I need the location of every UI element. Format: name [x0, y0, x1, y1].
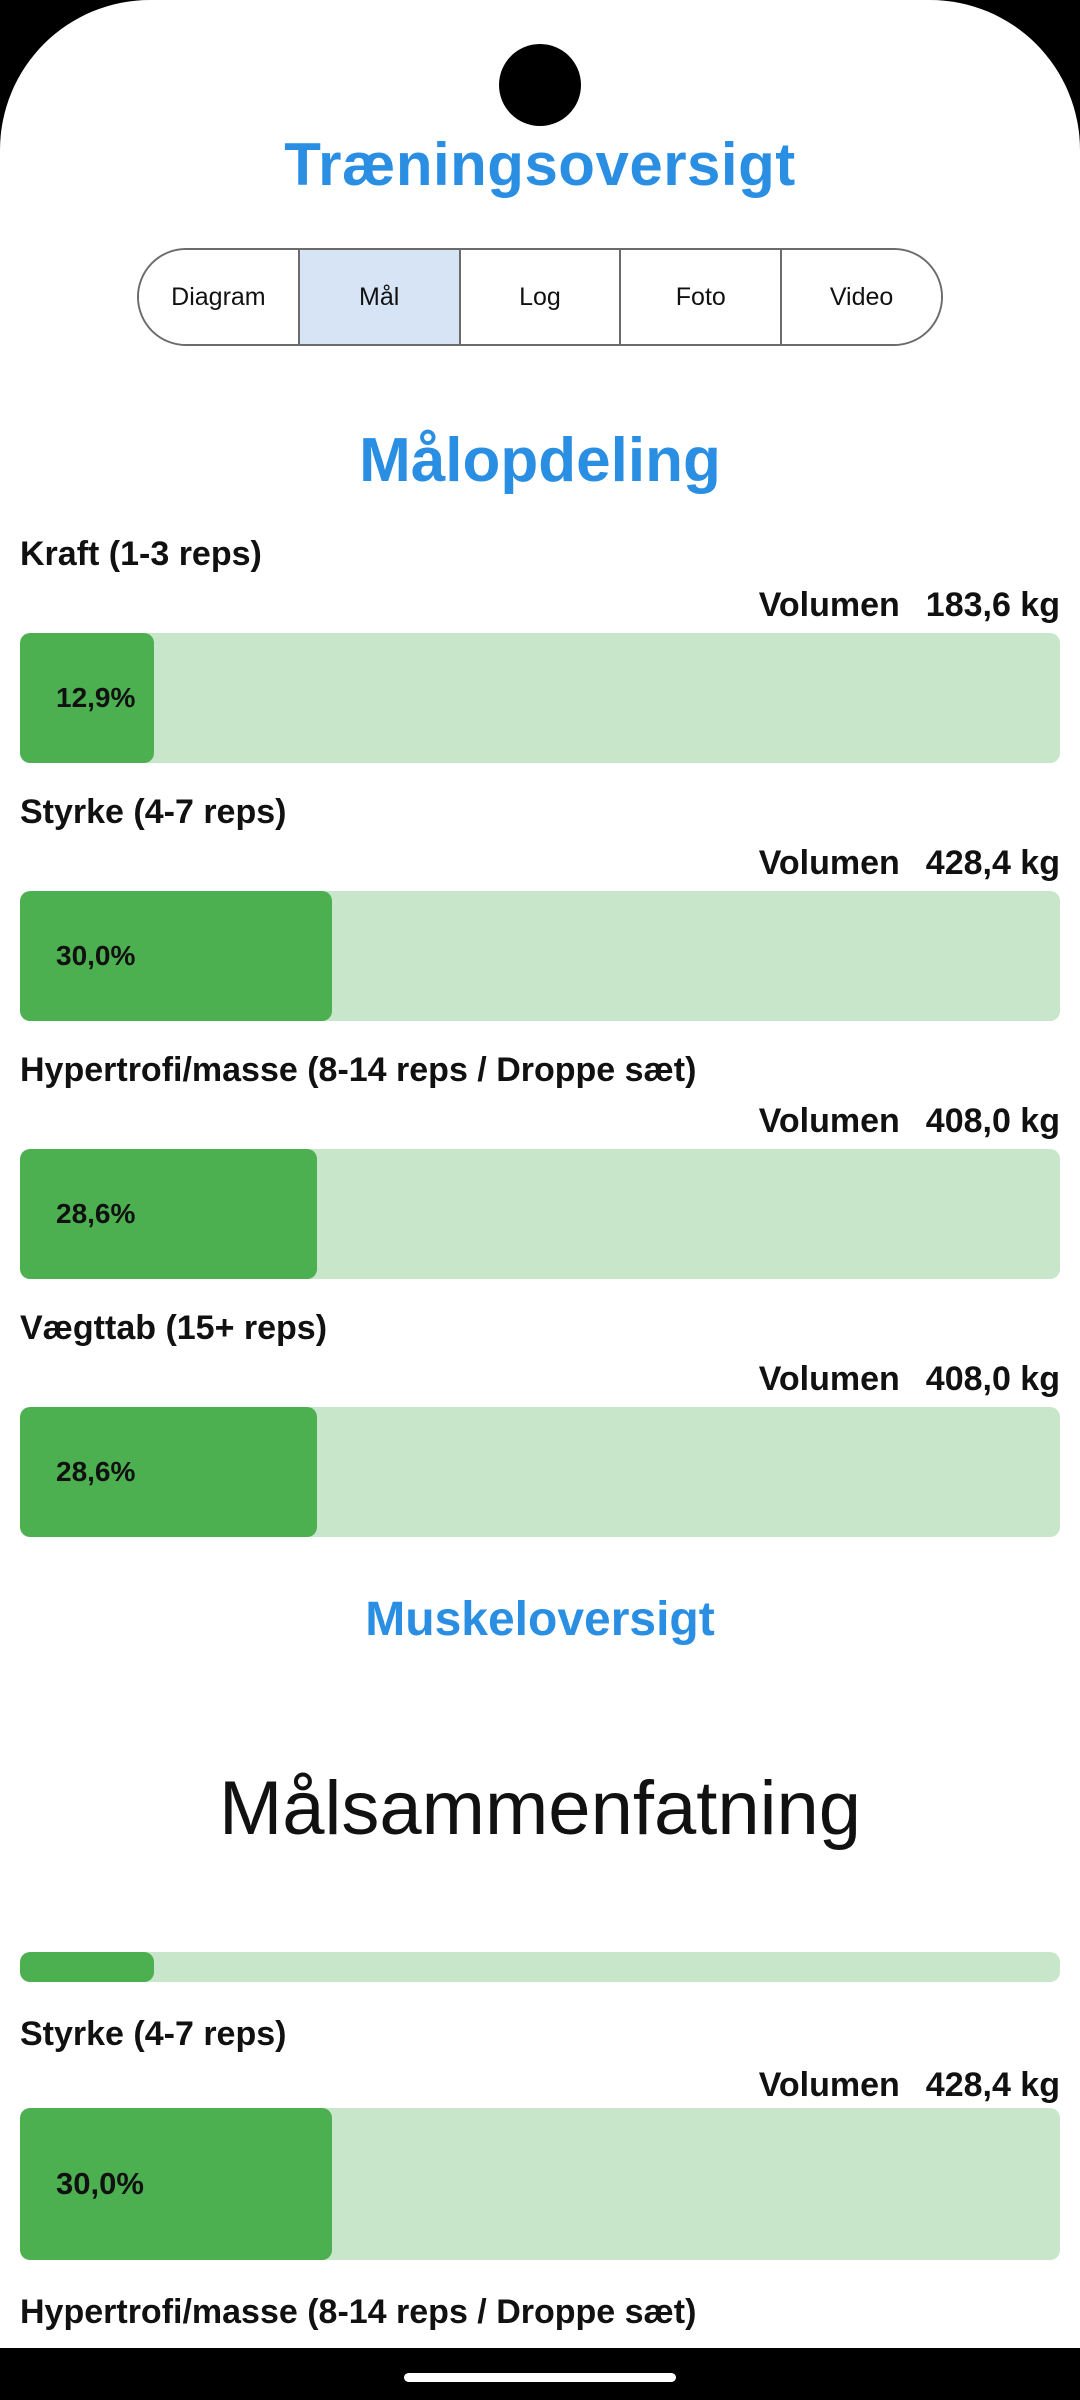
home-indicator[interactable] — [404, 2373, 676, 2382]
volume-value: 428,4 kg — [925, 2066, 1060, 2104]
tab-diagram[interactable]: Diagram — [139, 250, 298, 344]
volume-value: 408,0 kg — [925, 1360, 1060, 1398]
progress-fill — [20, 1149, 318, 1279]
tab-goals[interactable]: Mål — [297, 250, 459, 344]
volume-value: 428,4 kg — [925, 844, 1060, 882]
volume-value: 408,0 kg — [925, 1102, 1060, 1140]
goal-progress-bar — [20, 1952, 1060, 1982]
goal-summary-title: Målsammenfatning — [218, 1766, 862, 1851]
front-camera — [499, 44, 581, 126]
goal-label: Kraft (1-3 reps) — [20, 535, 262, 573]
goal-volume: Volumen 428,4 kg — [759, 2066, 1060, 2105]
volume-value: 183,6 kg — [925, 586, 1060, 624]
goal-label: Hypertrofi/masse (8-14 reps / Droppe sæt… — [20, 2293, 697, 2331]
goal-progress-bar: 28,6% — [20, 1407, 1060, 1537]
progress-fill — [20, 1407, 318, 1537]
goal-volume: Volumen 408,0 kg — [759, 1360, 1060, 1399]
goal-label: Styrke (4-7 reps) — [20, 793, 287, 831]
volume-label: Volumen — [758, 586, 900, 624]
percent-label: 30,0% — [56, 2166, 144, 2201]
goal-volume: Volumen 183,6 kg — [759, 586, 1060, 625]
app-screen: Træningsoversigt Diagram Mål Log Foto Vi… — [0, 0, 1080, 2348]
muscle-overview-link[interactable]: Muskeloversigt — [365, 1593, 715, 1646]
goal-label: Styrke (4-7 reps) — [20, 2015, 287, 2053]
volume-label: Volumen — [758, 1102, 900, 1140]
volume-label: Volumen — [758, 2066, 900, 2104]
goal-progress-bar: 30,0% — [20, 891, 1060, 1021]
percent-label: 12,9% — [56, 682, 136, 713]
tab-video[interactable]: Video — [780, 250, 941, 344]
percent-label: 28,6% — [56, 1456, 136, 1487]
goal-label: Vægttab (15+ reps) — [20, 1309, 328, 1347]
progress-fill — [20, 633, 155, 763]
goal-label: Hypertrofi/masse (8-14 reps / Droppe sæt… — [20, 1051, 697, 1089]
progress-fill — [20, 891, 332, 1021]
goal-volume: Volumen 408,0 kg — [759, 1102, 1060, 1141]
tab-photo[interactable]: Foto — [619, 250, 781, 344]
tab-log[interactable]: Log — [458, 250, 620, 344]
volume-label: Volumen — [758, 1360, 900, 1398]
percent-label: 30,0% — [56, 940, 136, 971]
goal-volume: Volumen 428,4 kg — [759, 844, 1060, 883]
progress-fill — [20, 1952, 155, 1982]
goal-progress-bar: 12,9% — [20, 633, 1060, 763]
tab-bar: Diagram Mål Log Foto Video — [137, 248, 943, 346]
percent-label: 28,6% — [56, 1198, 136, 1229]
goal-progress-bar: 28,6% — [20, 1149, 1060, 1279]
page-title: Træningsoversigt — [284, 131, 796, 198]
goal-progress-bar: 30,0% — [20, 2108, 1060, 2260]
progress-fill — [20, 2108, 332, 2260]
goal-breakdown-title: Målopdeling — [359, 426, 721, 495]
volume-label: Volumen — [758, 844, 900, 882]
